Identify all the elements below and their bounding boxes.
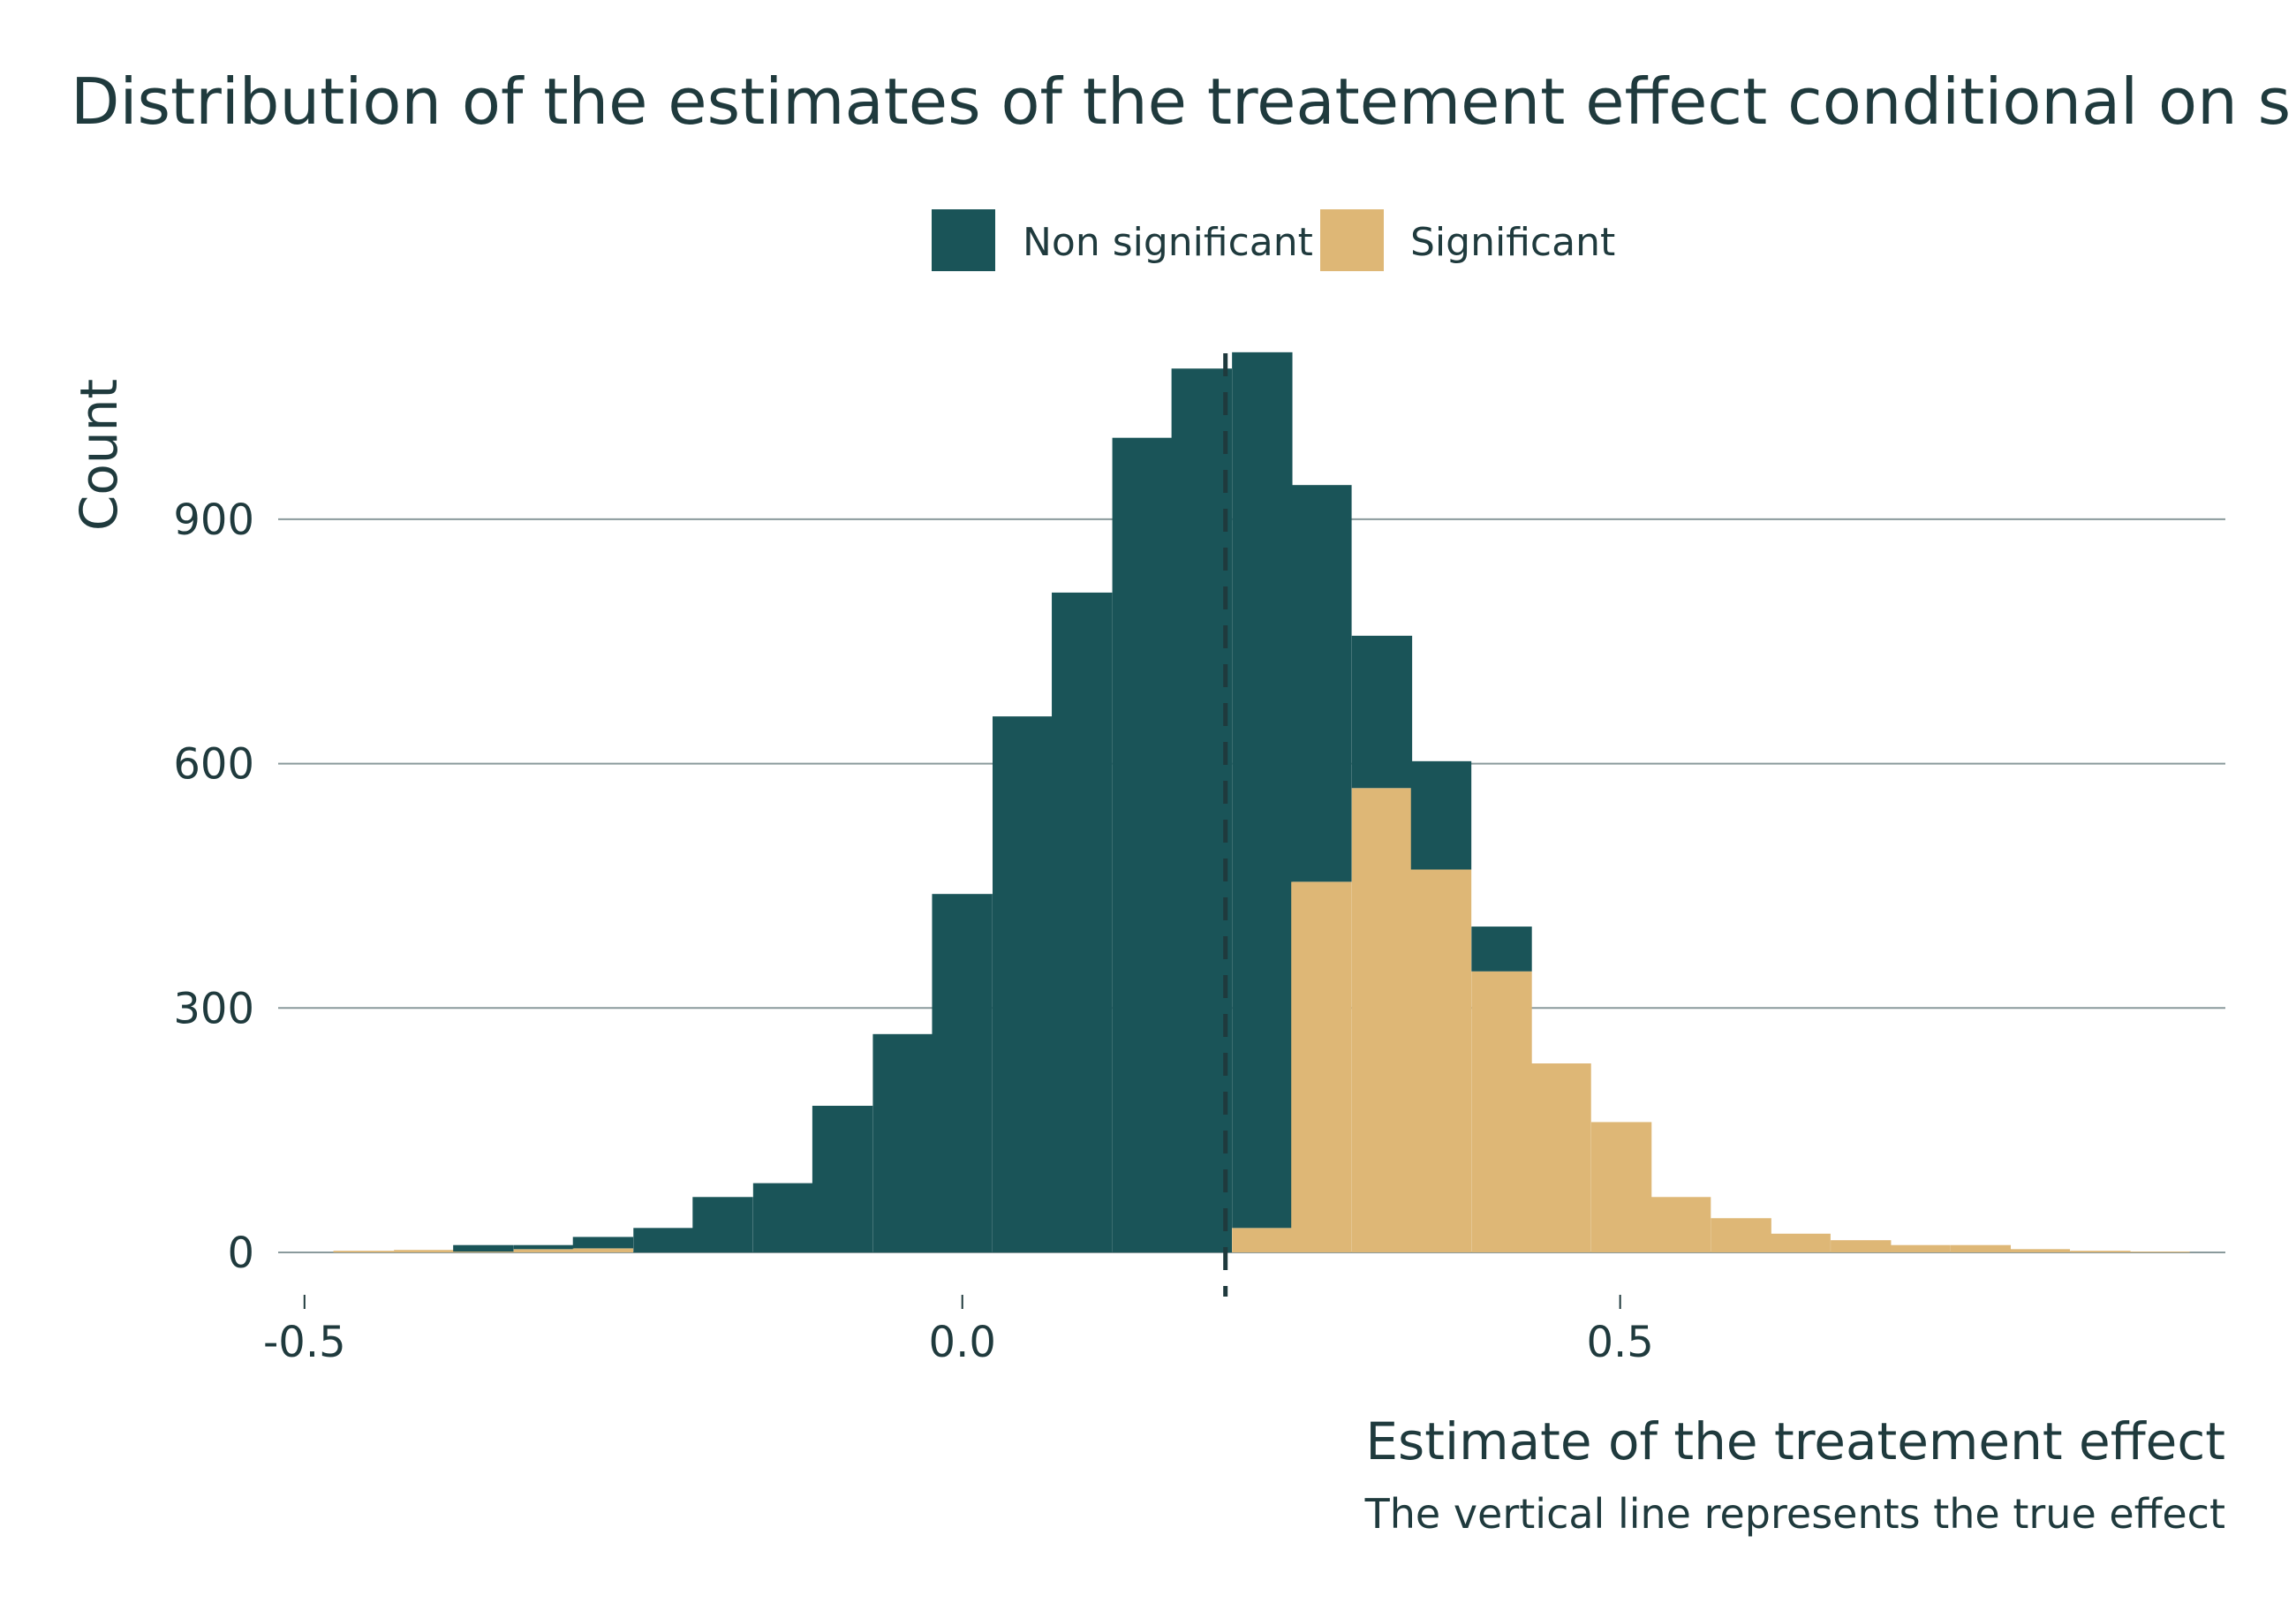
bar-non-significant bbox=[1291, 485, 1352, 882]
bar-non-significant bbox=[1410, 760, 1472, 870]
legend-swatch bbox=[1320, 209, 1384, 271]
bar-significant bbox=[1770, 1233, 1831, 1252]
legend-swatch bbox=[932, 209, 995, 271]
bar-non-significant bbox=[1052, 592, 1113, 1252]
bar-significant bbox=[1831, 1240, 1892, 1252]
bar-significant bbox=[1650, 1197, 1711, 1252]
bars bbox=[333, 352, 2190, 1252]
y-axis-label: Count bbox=[69, 379, 129, 531]
bar-significant bbox=[513, 1249, 575, 1252]
bar-significant bbox=[2070, 1251, 2131, 1252]
bar-non-significant bbox=[872, 1033, 933, 1252]
y-tick-label: 0 bbox=[227, 1229, 254, 1278]
bar-significant bbox=[1530, 1063, 1591, 1252]
y-axis-ticks: 0 300 600 900 bbox=[173, 495, 254, 1278]
y-tick-label: 300 bbox=[173, 984, 254, 1033]
bar-significant bbox=[1590, 1122, 1652, 1252]
bar-non-significant bbox=[692, 1197, 753, 1252]
x-tick-label: 0.0 bbox=[929, 1318, 996, 1367]
y-tick-label: 900 bbox=[173, 495, 254, 545]
bar-non-significant bbox=[752, 1183, 814, 1252]
bar-significant bbox=[1232, 1228, 1293, 1252]
chart-title: Distribution of the estimates of the tre… bbox=[71, 64, 2296, 139]
bar-significant bbox=[1471, 971, 1532, 1252]
bar-significant bbox=[1291, 881, 1352, 1252]
x-axis-label: Estimate of the treatement effect bbox=[1365, 1411, 2225, 1471]
bar-non-significant bbox=[1112, 437, 1173, 1252]
bar-non-significant bbox=[1351, 635, 1413, 789]
bar-non-significant bbox=[572, 1237, 634, 1249]
bar-non-significant bbox=[932, 894, 993, 1252]
bar-significant bbox=[2009, 1249, 2071, 1252]
bar-significant bbox=[1950, 1244, 2012, 1252]
bar-significant bbox=[1711, 1218, 1771, 1252]
y-tick-label: 600 bbox=[173, 740, 254, 790]
bar-significant bbox=[1890, 1244, 1951, 1252]
legend-label: Significant bbox=[1410, 220, 1615, 265]
bar-significant bbox=[1351, 788, 1413, 1252]
x-tick-label: -0.5 bbox=[263, 1318, 346, 1367]
bar-non-significant bbox=[812, 1105, 873, 1252]
bar-significant bbox=[572, 1248, 634, 1252]
x-tick-label: 0.5 bbox=[1586, 1318, 1653, 1367]
chart-caption: The vertical line represents the true ef… bbox=[1364, 1490, 2225, 1538]
bar-non-significant bbox=[1232, 352, 1293, 1229]
bar-significant bbox=[1410, 869, 1472, 1252]
legend: Non significant Significant bbox=[932, 209, 1615, 271]
legend-label: Non significant bbox=[1023, 220, 1313, 265]
bar-non-significant bbox=[453, 1244, 514, 1252]
bar-non-significant bbox=[633, 1228, 694, 1252]
bar-non-significant bbox=[992, 716, 1054, 1252]
bar-non-significant bbox=[1171, 368, 1233, 1252]
bar-non-significant bbox=[1471, 927, 1532, 972]
bar-significant bbox=[394, 1250, 455, 1252]
x-axis-ticks: -0.5 0.0 0.5 bbox=[263, 1295, 1654, 1367]
bar-non-significant bbox=[513, 1244, 575, 1250]
bar-significant bbox=[333, 1251, 394, 1252]
